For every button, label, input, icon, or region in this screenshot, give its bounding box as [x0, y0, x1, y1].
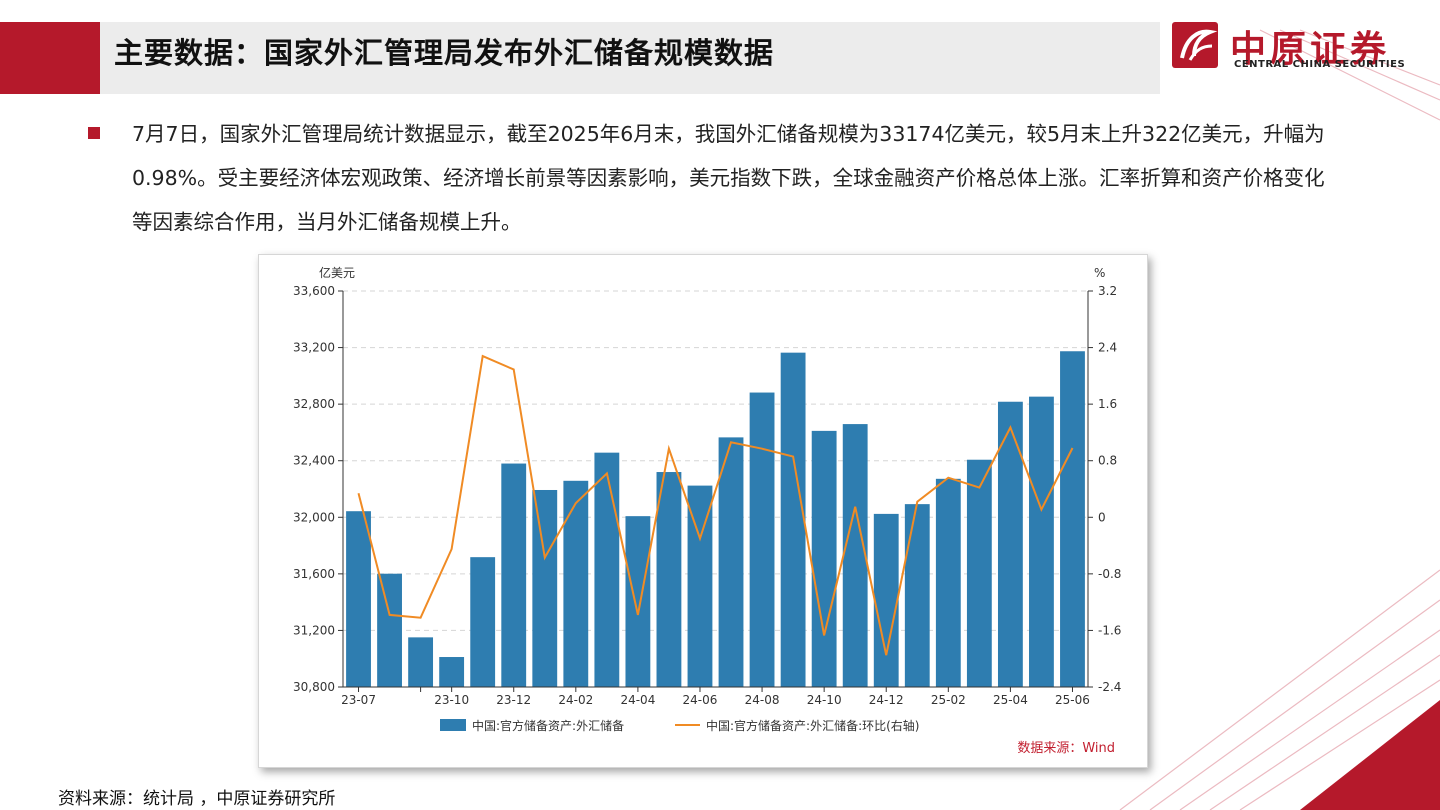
- bar: [1029, 396, 1054, 687]
- bar: [687, 485, 713, 687]
- x-axis-tick-label: 24-06: [683, 693, 718, 707]
- chart-source: 数据来源：Wind: [1017, 741, 1115, 756]
- bar: [1060, 351, 1085, 687]
- left-axis-tick-label: 32,400: [293, 454, 335, 468]
- legend-line-label: 中国:官方储备资产:外汇储备:环比(右轴): [706, 718, 920, 733]
- right-axis-tick-label: 1.6: [1098, 397, 1117, 411]
- x-axis-tick-label: 25-02: [931, 693, 966, 707]
- logo-mark-icon: [1172, 22, 1218, 68]
- x-axis-tick-label: 24-08: [745, 693, 780, 707]
- mom-change-line: [357, 354, 1074, 656]
- right-axis-tick-label: 3.2: [1098, 284, 1117, 298]
- logo-chinese-name: 中原证券: [1230, 28, 1391, 70]
- left-axis-unit: 亿美元: [319, 265, 355, 280]
- source-footnote: 资料来源：统计局 ，中原证券研究所: [58, 789, 336, 809]
- left-axis-tick-label: 30,800: [293, 680, 335, 694]
- x-axis-tick-label: 23-07: [341, 693, 376, 707]
- left-axis-tick-label: 31,600: [293, 567, 335, 581]
- bullet-marker: [88, 127, 100, 139]
- page-title: 主要数据：国家外汇管理局发布外汇储备规模数据: [114, 36, 775, 70]
- x-axis-tick-label: 23-10: [434, 693, 469, 707]
- header-band: [100, 22, 1160, 94]
- header-accent-bar: [0, 22, 100, 94]
- left-axis-tick-label: 31,200: [293, 623, 335, 637]
- bar: [470, 557, 496, 687]
- bar: [811, 430, 837, 687]
- bar: [718, 437, 744, 687]
- left-axis-tick-label: 33,600: [293, 284, 335, 298]
- right-axis-tick-label: 0.8: [1098, 454, 1117, 468]
- body-paragraph: 7月7日，国家外汇管理局统计数据显示，截至2025年6月末，我国外汇储备规模为3…: [132, 122, 1325, 234]
- x-axis-tick-label: 24-10: [807, 693, 842, 707]
- bar: [439, 657, 465, 687]
- company-logo: 中原证券 CENTRAL CHINA SECURITIES: [1172, 22, 1412, 74]
- bar: [625, 516, 651, 687]
- bar: [408, 637, 434, 687]
- fx-reserve-chart: 30,800 31,200 31,600 32,000 32,400 32,800 33,2…: [293, 265, 1121, 756]
- right-axis-tick-label: -1.6: [1098, 623, 1121, 637]
- bar: [780, 352, 806, 687]
- x-axis-tick-label: 24-02: [558, 693, 593, 707]
- x-axis-tick-label: 24-12: [869, 693, 904, 707]
- x-axis-tick-label: 24-04: [620, 693, 655, 707]
- bar: [749, 392, 775, 687]
- bar: [501, 463, 527, 687]
- legend-bar-swatch: [440, 719, 466, 731]
- left-axis-tick-label: 32,000: [293, 510, 335, 524]
- bar: [563, 480, 589, 687]
- right-axis-tick-label: 0: [1098, 510, 1106, 524]
- legend-bar-label: 中国:官方储备资产:外汇储备: [472, 718, 624, 733]
- right-axis-tick-label: -2.4: [1098, 680, 1121, 694]
- left-axis-tick-label: 33,200: [293, 341, 335, 355]
- bar: [873, 513, 899, 687]
- bar: [904, 504, 930, 687]
- bar: [532, 489, 558, 687]
- bar: [935, 478, 961, 687]
- left-axis-tick-label: 32,800: [293, 397, 335, 411]
- logo-english-name: CENTRAL CHINA SECURITIES: [1234, 59, 1406, 70]
- bar: [656, 472, 682, 687]
- x-axis-tick-label: 23-12: [496, 693, 531, 707]
- bar: [594, 452, 620, 687]
- right-axis-tick-label: 2.4: [1098, 341, 1117, 355]
- bar: [966, 459, 992, 687]
- x-axis-tick-label: 25-04: [993, 693, 1028, 707]
- bar: [842, 424, 868, 687]
- right-axis-unit: %: [1094, 266, 1105, 280]
- bar: [377, 573, 402, 687]
- x-axis-tick-label: 25-06: [1055, 693, 1090, 707]
- right-axis-tick-label: -0.8: [1098, 567, 1121, 581]
- bar: [346, 511, 371, 687]
- chart-card: 30,800 31,200 31,600 32,000 32,400 32,800 33,2…: [258, 254, 1148, 768]
